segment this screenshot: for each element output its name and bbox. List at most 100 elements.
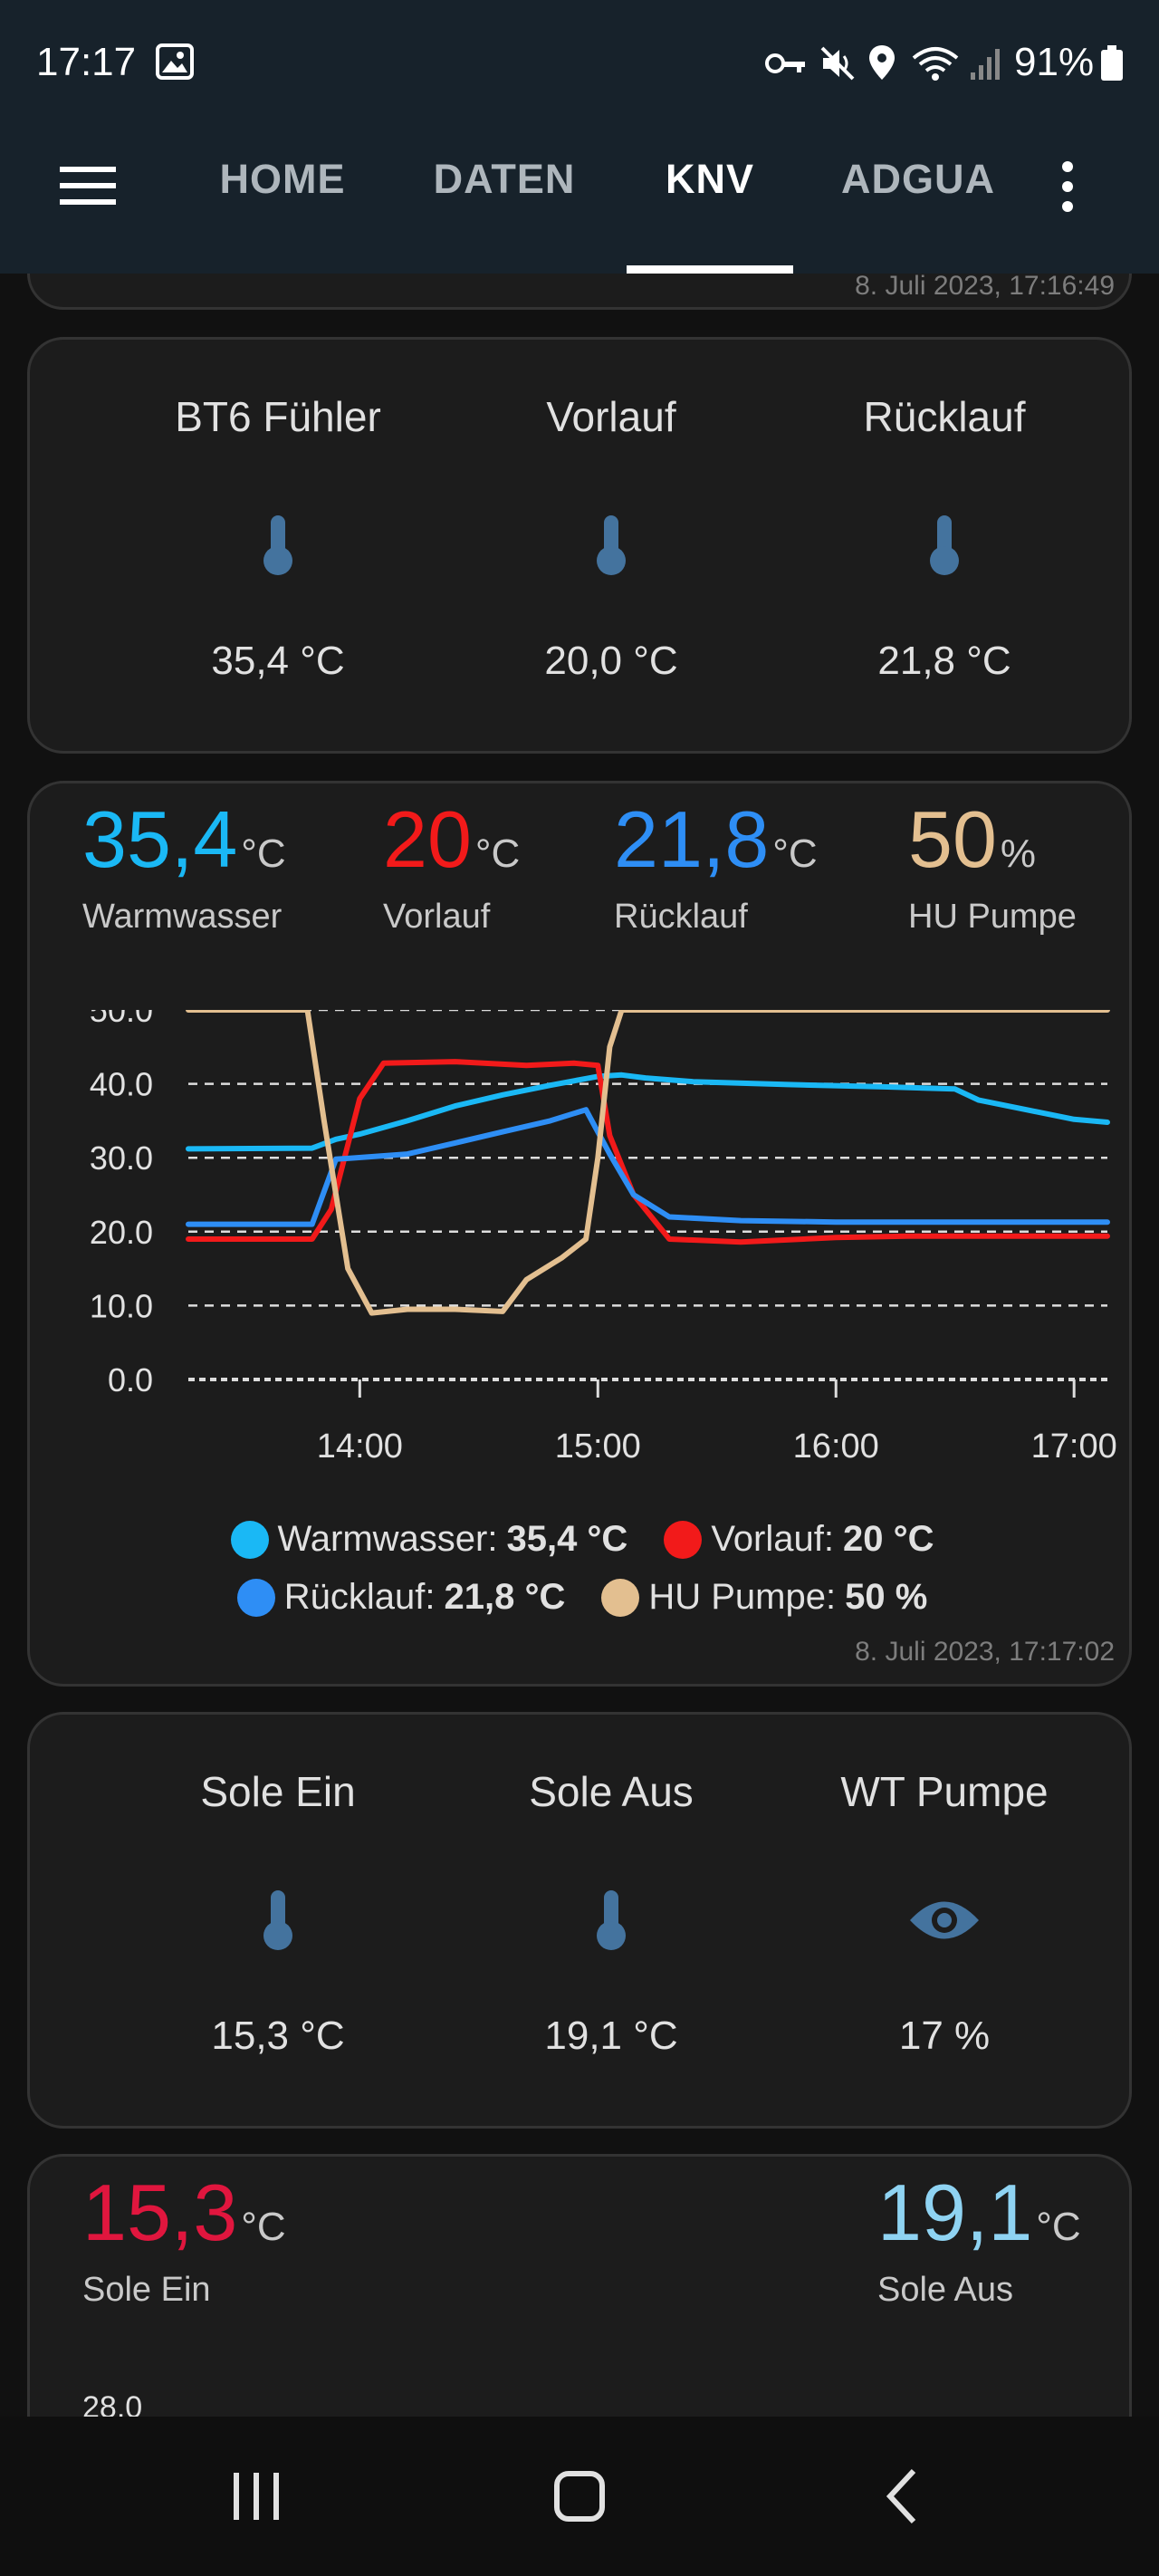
thermometer-icon xyxy=(111,514,445,577)
battery-percent: 91% xyxy=(1014,40,1095,84)
dashboard-content[interactable]: 8. Juli 2023, 17:16:49 BT6 Fühler 35,4 °… xyxy=(0,274,1159,2417)
home-button[interactable] xyxy=(554,2471,605,2522)
header-value-number: 19,1 xyxy=(877,2167,1033,2257)
line-chart[interactable]: 50.0 40.0 30.0 20.0 10.0 0.0 14:00 15:00 16:00 17… xyxy=(30,1010,1135,1535)
header-value-number: 50 xyxy=(908,794,997,884)
y-tick-label: 50.0 xyxy=(90,1010,153,1029)
location-icon xyxy=(867,43,896,86)
header-value: 35,4°C xyxy=(82,800,286,879)
legend-dot xyxy=(664,1520,703,1559)
signal-icon xyxy=(969,45,1001,86)
sole-graph-card[interactable]: 15,3°C Sole Ein 19,1°C Sole Aus 28.0 xyxy=(27,2154,1132,2417)
tab-daten[interactable]: DATEN xyxy=(433,156,576,202)
previous-card-timestamp: 8. Juli 2023, 17:16:49 xyxy=(855,274,1115,301)
entity-title: Sole Ein xyxy=(200,1768,356,1815)
header-label: Sole Ein xyxy=(82,2271,211,2309)
header-unit: % xyxy=(1000,831,1037,876)
active-tab-indicator xyxy=(627,265,793,274)
entity-title: BT6 Fühler xyxy=(175,393,381,440)
series-line-rcklauf xyxy=(186,1107,1110,1227)
header-label: Vorlauf xyxy=(383,898,491,936)
header-value: 50% xyxy=(908,800,1036,879)
header-value-number: 35,4 xyxy=(82,794,238,884)
legend-name: Vorlauf: xyxy=(711,1519,834,1559)
chart-card-timestamp: 8. Juli 2023, 17:17:02 xyxy=(855,1637,1115,1667)
vpn-key-icon xyxy=(765,51,807,81)
app-bar: HOME DATEN KNV ADGUA xyxy=(0,127,1159,274)
entity-value: 21,8 °C xyxy=(877,639,1011,683)
thermometer-icon xyxy=(445,514,778,577)
header-label: Warmwasser xyxy=(82,898,283,936)
system-nav-bar xyxy=(0,2417,1159,2576)
legend-value: 50 % xyxy=(845,1577,928,1617)
legend-row-1: Warmwasser: 35,4 °C Vorlauf: 20 °C xyxy=(30,1519,1135,1560)
y-tick-label: 28.0 xyxy=(82,2390,143,2417)
entity-value: 15,3 °C xyxy=(211,2014,345,2058)
thermometer-icon xyxy=(445,1889,778,1952)
entity-title: Rücklauf xyxy=(863,393,1026,440)
previous-card: 8. Juli 2023, 17:16:49 xyxy=(27,274,1132,310)
tab-knv[interactable]: KNV xyxy=(665,156,754,202)
x-tick-label: 15:00 xyxy=(555,1427,641,1466)
entity-title: Sole Aus xyxy=(529,1768,694,1815)
y-tick-label: 20.0 xyxy=(90,1214,153,1251)
thermometer-icon xyxy=(778,514,1111,577)
legend-value: 20 °C xyxy=(842,1519,934,1559)
legend-item-hu-pumpe[interactable]: HU Pumpe: 50 % xyxy=(601,1577,927,1618)
y-tick-label: 0.0 xyxy=(108,1361,153,1399)
header-unit: °C xyxy=(474,831,521,876)
mini-graph-card[interactable]: 35,4°C Warmwasser 20°C Vorlauf 21,8°C Rü… xyxy=(27,781,1132,1687)
header-unit: °C xyxy=(772,831,818,876)
legend-name: Rücklauf: xyxy=(283,1577,436,1617)
header-value: 20°C xyxy=(383,800,520,879)
header-value-number: 20 xyxy=(383,794,472,884)
legend-item-ruecklauf[interactable]: Rücklauf: 21,8 °C xyxy=(236,1577,566,1618)
entity-title: Vorlauf xyxy=(546,393,676,440)
legend-name: HU Pumpe: xyxy=(648,1577,837,1617)
header-unit: °C xyxy=(241,831,286,876)
wifi-icon xyxy=(910,43,961,88)
series-line-vorlauf xyxy=(186,1059,1110,1245)
back-button[interactable] xyxy=(883,2467,919,2530)
eye-icon xyxy=(778,1896,1111,1945)
legend-dot xyxy=(601,1578,640,1617)
sole-entities-card: Sole Ein 15,3 °C Sole Aus 19,1 °C WT Pum… xyxy=(27,1712,1132,2129)
header-label: Rücklauf xyxy=(614,898,748,936)
header-unit: °C xyxy=(1036,2205,1081,2249)
entity-value: 20,0 °C xyxy=(544,639,678,683)
series-line-warmwasser xyxy=(186,1072,1110,1152)
header-unit: °C xyxy=(241,2205,286,2249)
menu-icon[interactable] xyxy=(58,161,121,216)
overflow-menu-icon[interactable] xyxy=(1050,158,1087,216)
header-value: 21,8°C xyxy=(614,800,818,879)
recent-apps-button[interactable] xyxy=(231,2469,285,2523)
x-tick-label: 14:00 xyxy=(317,1427,403,1466)
entity-value: 19,1 °C xyxy=(544,2014,678,2058)
series-line-hupumpe xyxy=(186,1010,1110,1316)
legend-item-warmwasser[interactable]: Warmwasser: 35,4 °C xyxy=(230,1519,628,1560)
battery-icon xyxy=(1100,45,1124,86)
legend-row-2: Rücklauf: 21,8 °C HU Pumpe: 50 % xyxy=(30,1577,1135,1618)
gallery-notification-icon xyxy=(156,43,194,80)
legend-value: 35,4 °C xyxy=(506,1519,628,1559)
entity-value: 17 % xyxy=(898,2014,991,2058)
header-label: Sole Aus xyxy=(877,2271,1013,2309)
x-tick-label: 17:00 xyxy=(1031,1427,1117,1466)
header-value: 19,1°C xyxy=(877,2173,1081,2253)
y-tick-label: 10.0 xyxy=(90,1287,153,1324)
y-tick-label: 40.0 xyxy=(90,1066,153,1103)
temperature-entities-card: BT6 Fühler 35,4 °C Vorlauf 20,0 °C Rückl… xyxy=(27,337,1132,754)
tab-home[interactable]: HOME xyxy=(219,156,346,202)
header-value: 15,3°C xyxy=(82,2173,286,2253)
entity-value: 35,4 °C xyxy=(211,639,345,683)
header-label: HU Pumpe xyxy=(908,898,1077,936)
legend-dot xyxy=(230,1520,269,1559)
legend-value: 21,8 °C xyxy=(444,1577,566,1617)
thermometer-icon xyxy=(111,1889,445,1952)
header-value-number: 15,3 xyxy=(82,2167,238,2257)
tab-adgua[interactable]: ADGUA xyxy=(841,156,995,202)
status-time: 17:17 xyxy=(36,40,137,84)
x-tick-label: 16:00 xyxy=(793,1427,879,1466)
legend-item-vorlauf[interactable]: Vorlauf: 20 °C xyxy=(664,1519,934,1560)
entity-title: WT Pumpe xyxy=(840,1768,1049,1815)
